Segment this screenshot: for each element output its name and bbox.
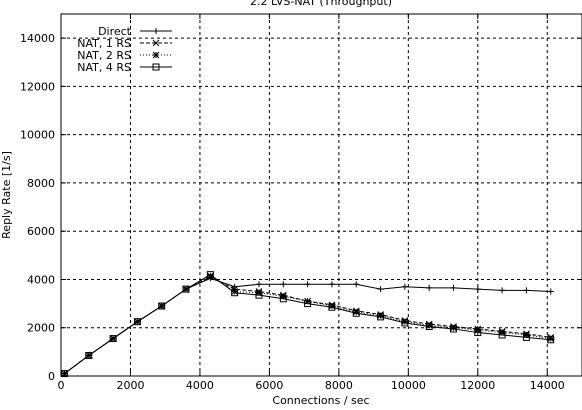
axis-ticks: 0 2000 4000 6000 8000 10000 12000 14000 0 2000 400…	[20, 14, 582, 392]
series-line	[64, 274, 551, 374]
data-point	[231, 288, 239, 295]
legend-marker	[153, 28, 159, 34]
legend-marker	[152, 63, 160, 71]
data-point	[328, 281, 335, 288]
chart-title: 2.2 LVS-NAT (Throughput)	[250, 0, 392, 8]
data-point	[377, 312, 384, 320]
data-point	[255, 281, 262, 288]
data-point	[279, 295, 287, 303]
series-lines	[60, 271, 555, 378]
data-point	[60, 370, 68, 378]
y-tick-label: 10000	[20, 129, 55, 142]
data-point	[255, 289, 263, 297]
data-point	[425, 321, 433, 329]
series-4	[60, 271, 555, 378]
legend-label: NAT, 2 RS	[77, 49, 131, 62]
data-point	[206, 271, 214, 279]
data-point	[523, 287, 530, 294]
data-point	[304, 297, 311, 305]
data-point	[133, 318, 141, 326]
legend-label: Direct	[98, 25, 132, 38]
data-point	[474, 326, 482, 334]
data-point	[547, 335, 555, 342]
data-point	[352, 309, 360, 317]
legend-label: NAT, 1 RS	[77, 37, 131, 50]
data-point	[450, 324, 457, 332]
x-tick-label: 6000	[255, 379, 283, 392]
data-point	[304, 300, 312, 308]
data-point	[304, 281, 311, 288]
data-point	[328, 303, 336, 311]
data-point	[499, 287, 506, 294]
data-point	[498, 331, 506, 339]
data-point	[109, 335, 117, 343]
data-point	[377, 286, 384, 293]
x-tick-label: 12000	[460, 379, 495, 392]
data-point	[61, 370, 68, 377]
data-point	[449, 325, 457, 333]
data-point	[158, 302, 166, 310]
x-tick-label: 8000	[325, 379, 353, 392]
data-point	[401, 318, 409, 326]
y-axis-label: Reply Rate [1/s]	[0, 151, 13, 239]
data-point	[426, 284, 433, 291]
data-point	[255, 291, 263, 299]
x-tick-label: 4000	[186, 379, 214, 392]
x-tick-label: 2000	[116, 379, 144, 392]
data-point	[280, 281, 287, 288]
data-point	[328, 302, 336, 310]
data-point	[401, 283, 408, 290]
y-tick-label: 12000	[20, 80, 55, 93]
legend-label: NAT, 4 RS	[77, 61, 131, 74]
x-tick-label: 0	[58, 379, 65, 392]
y-tick-label: 0	[48, 370, 55, 383]
y-tick-label: 6000	[27, 225, 55, 238]
data-point	[474, 329, 482, 337]
data-point	[450, 284, 457, 291]
data-point	[401, 319, 409, 327]
y-tick-label: 2000	[27, 322, 55, 335]
x-tick-label: 10000	[391, 379, 426, 392]
data-point	[425, 323, 433, 331]
data-point	[352, 308, 360, 316]
data-point	[206, 272, 214, 280]
data-point	[498, 329, 506, 336]
y-tick-label: 8000	[27, 177, 55, 190]
series-1	[61, 275, 554, 377]
grid-lines	[61, 14, 582, 376]
data-point	[85, 351, 93, 359]
data-point	[182, 285, 190, 293]
data-point	[547, 336, 555, 344]
legend-marker	[152, 51, 160, 59]
data-point	[353, 281, 360, 288]
x-tick-label: 14000	[530, 379, 565, 392]
data-point	[523, 331, 530, 339]
data-point	[547, 288, 554, 295]
y-tick-label: 4000	[27, 273, 55, 286]
data-point	[279, 293, 287, 300]
y-tick-label: 14000	[20, 32, 55, 45]
data-point	[231, 289, 239, 297]
x-axis-label: Connections / sec	[272, 394, 369, 407]
data-point	[377, 313, 385, 321]
legend-marker	[152, 39, 160, 47]
data-point	[522, 333, 530, 341]
plot-frame	[60, 13, 582, 377]
data-point	[474, 286, 481, 293]
